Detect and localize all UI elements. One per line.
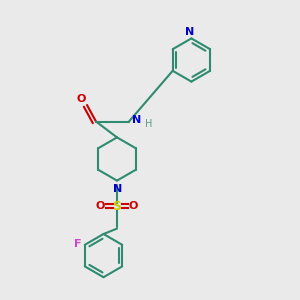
Text: F: F — [74, 239, 82, 249]
Text: N: N — [185, 27, 194, 37]
Text: O: O — [96, 201, 105, 211]
Text: N: N — [113, 184, 122, 194]
Text: N: N — [132, 115, 141, 125]
Text: S: S — [112, 200, 122, 213]
Text: O: O — [77, 94, 86, 103]
Text: H: H — [146, 119, 153, 129]
Text: O: O — [129, 201, 138, 211]
